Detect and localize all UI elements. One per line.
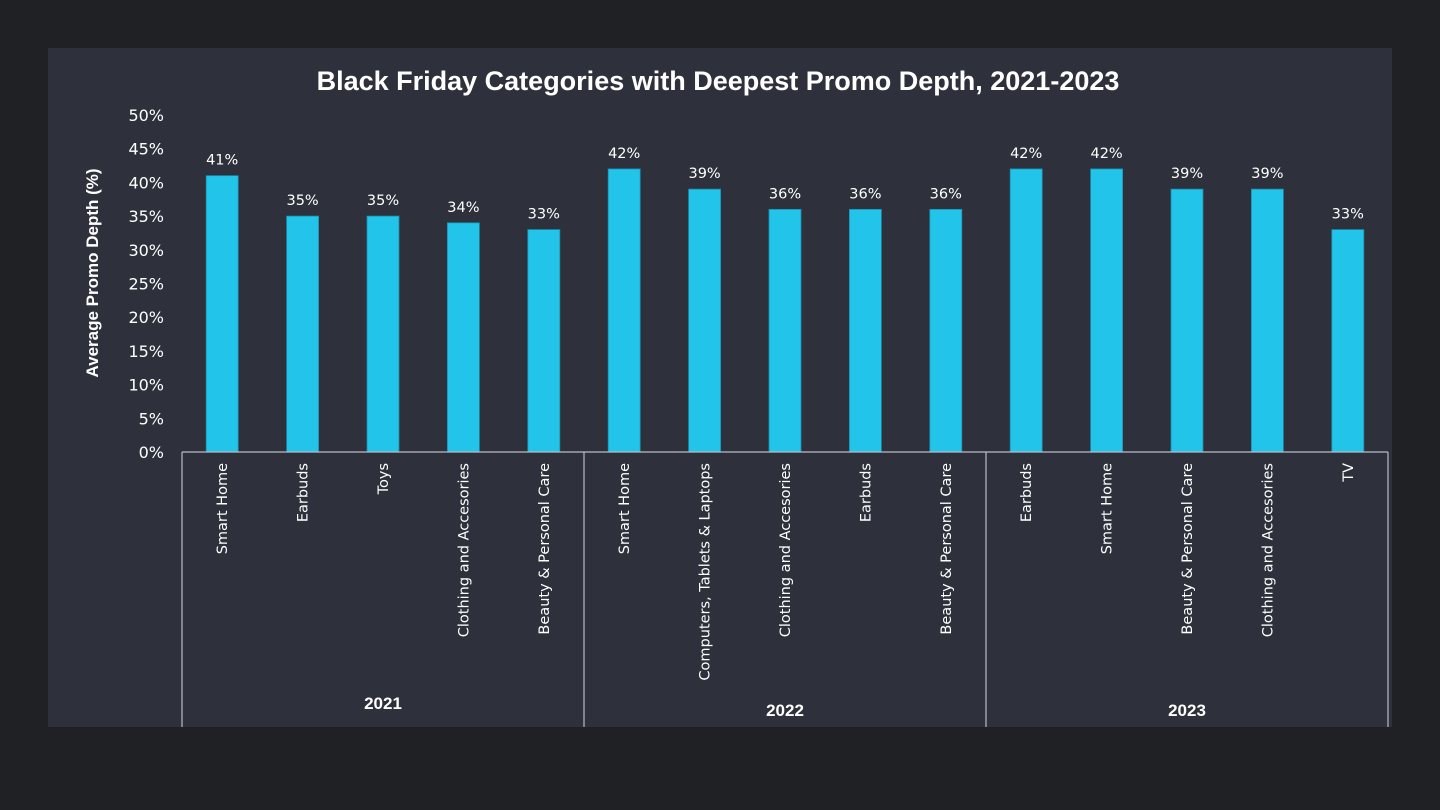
category-label: Clothing and Accesories bbox=[778, 463, 794, 637]
y-tick-label: 45% bbox=[128, 140, 164, 159]
bar bbox=[527, 229, 561, 453]
bars bbox=[205, 168, 1365, 453]
y-tick-label: 40% bbox=[128, 173, 164, 192]
category-label: Smart Home bbox=[617, 463, 633, 554]
data-label: 39% bbox=[688, 166, 720, 182]
bar bbox=[286, 215, 320, 453]
category-label: Beauty & Personal Care bbox=[1180, 463, 1196, 635]
category-label: Clothing and Accesories bbox=[456, 463, 472, 637]
category-label: Earbuds bbox=[296, 463, 312, 522]
data-label: 41% bbox=[206, 153, 238, 169]
category-label: Computers, Tablets & Laptops bbox=[698, 463, 714, 681]
axis-lines bbox=[181, 451, 1389, 727]
group-labels: 2021 2022 2023 bbox=[364, 694, 1206, 720]
data-label: 35% bbox=[286, 193, 318, 209]
y-axis-ticks: 0% 5% 10% 15% 20% 25% 30% 35% 40% 45% 50% bbox=[128, 106, 164, 462]
bar bbox=[1251, 188, 1284, 453]
bar bbox=[1170, 188, 1204, 453]
bar bbox=[929, 208, 963, 453]
group-label: 2022 bbox=[766, 701, 804, 720]
bar bbox=[446, 222, 480, 453]
category-label: Smart Home bbox=[215, 463, 231, 554]
data-label: 36% bbox=[769, 186, 801, 202]
slide-background: Black Friday Categories with Deepest Pro… bbox=[48, 48, 1392, 727]
category-label: Earbuds bbox=[1019, 463, 1035, 522]
data-label: 42% bbox=[1010, 146, 1042, 162]
data-label: 42% bbox=[1090, 146, 1122, 162]
bar bbox=[1009, 168, 1043, 453]
data-label: 35% bbox=[367, 193, 399, 209]
data-label: 33% bbox=[1332, 207, 1364, 223]
data-label: 36% bbox=[849, 186, 881, 202]
y-tick-label: 15% bbox=[128, 342, 164, 361]
data-label: 33% bbox=[528, 207, 560, 223]
y-tick-label: 20% bbox=[128, 308, 164, 327]
chart-title: Black Friday Categories with Deepest Pro… bbox=[317, 66, 1120, 96]
bar bbox=[205, 175, 239, 453]
category-label: Earbuds bbox=[858, 463, 874, 522]
bar bbox=[768, 208, 802, 453]
data-label: 42% bbox=[608, 146, 640, 162]
category-label: Clothing and Accesories bbox=[1260, 463, 1276, 637]
promo-depth-chart: Black Friday Categories with Deepest Pro… bbox=[83, 66, 1389, 727]
y-tick-label: 35% bbox=[128, 207, 164, 226]
data-label: 36% bbox=[930, 186, 962, 202]
category-label: Smart Home bbox=[1100, 463, 1116, 554]
y-tick-label: 10% bbox=[128, 376, 164, 395]
data-label: 39% bbox=[1171, 166, 1203, 182]
y-tick-label: 30% bbox=[128, 241, 164, 260]
data-label: 34% bbox=[447, 200, 479, 216]
category-label: Beauty & Personal Care bbox=[939, 463, 955, 635]
y-tick-label: 25% bbox=[128, 275, 164, 294]
y-tick-label: 50% bbox=[128, 106, 164, 125]
category-label: Toys bbox=[376, 463, 392, 495]
bar bbox=[688, 188, 721, 453]
category-labels: Smart Home Earbuds Toys Clothing and Acceso… bbox=[215, 463, 1357, 681]
bar bbox=[366, 215, 400, 453]
group-label: 2021 bbox=[364, 694, 402, 713]
bar bbox=[607, 168, 641, 453]
group-label: 2023 bbox=[1168, 701, 1206, 720]
bar bbox=[1331, 229, 1365, 453]
data-labels: 41% 35% 35% 34% 33% 42% 39% 36% 36% 36% 42% 42% 39% 3… bbox=[206, 146, 1364, 223]
y-tick-label: 0% bbox=[139, 443, 164, 462]
y-axis-title: Average Promo Depth (%) bbox=[83, 168, 102, 377]
bar bbox=[1090, 168, 1123, 453]
category-label: TV bbox=[1341, 463, 1357, 483]
data-label: 39% bbox=[1251, 166, 1283, 182]
y-tick-label: 5% bbox=[139, 409, 164, 428]
bar bbox=[849, 208, 882, 453]
category-label: Beauty & Personal Care bbox=[537, 463, 553, 635]
